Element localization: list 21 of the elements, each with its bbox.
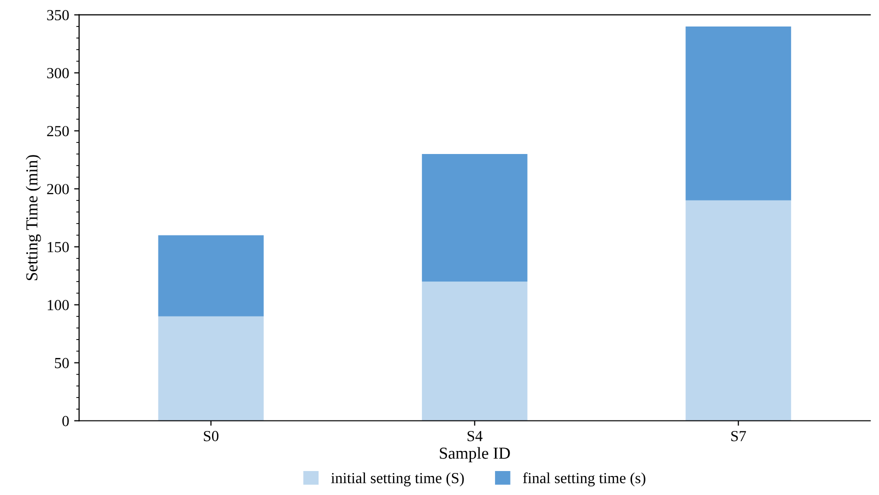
y-tick-label: 350 <box>47 10 69 20</box>
x-axis-title: Sample ID <box>440 447 510 462</box>
bar <box>422 154 528 282</box>
legend-label: final setting time (s) <box>523 472 646 486</box>
y-tick-label: 150 <box>48 242 69 252</box>
x-tick-label: S7 <box>731 430 746 442</box>
x-tick-label: S4 <box>468 430 482 442</box>
bar <box>686 26 792 200</box>
y-tick-label: 50 <box>55 358 69 368</box>
bar <box>158 316 264 421</box>
y-tick-label: 100 <box>48 300 69 310</box>
y-tick-label: 300 <box>47 68 69 78</box>
y-tick-label: 0 <box>62 416 69 426</box>
bar <box>422 282 528 421</box>
y-tick-label: 200 <box>47 184 69 194</box>
x-tick-label: S0 <box>204 430 218 442</box>
bar <box>686 200 792 421</box>
bar <box>158 235 264 316</box>
legend-label: initial setting time (S) <box>331 472 464 486</box>
y-axis-title: Setting Time (min) <box>26 155 41 280</box>
y-tick-label: 250 <box>47 126 69 136</box>
